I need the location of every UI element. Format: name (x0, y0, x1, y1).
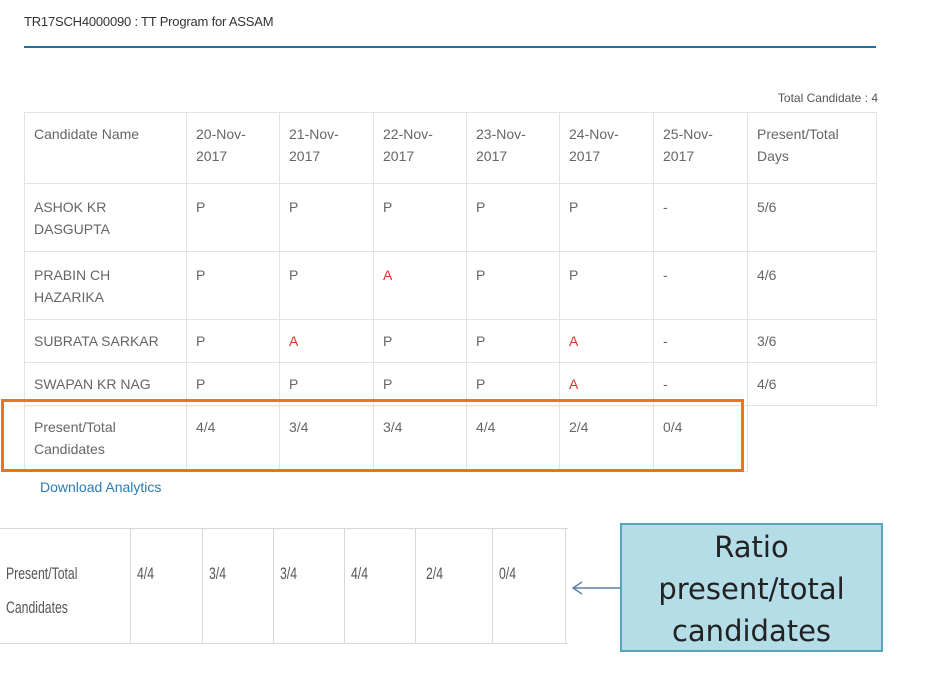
attendance-cell: P (373, 183, 467, 252)
inset-label-line2: Candidates (6, 598, 68, 617)
attendance-table: Candidate Name 20-Nov-2017 21-Nov-2017 2… (24, 112, 877, 472)
present-days-ratio: 3/6 (747, 319, 877, 363)
attendance-cell: P (466, 319, 560, 363)
inset-label-line1: Present/Total (6, 564, 78, 583)
inset-value: 3/4 (274, 529, 345, 643)
present-days-ratio: 4/6 (747, 362, 877, 406)
candidate-name: ASHOK KR DASGUPTA (24, 183, 187, 252)
column-header: 24-Nov-2017 (559, 112, 654, 184)
attendance-cell: P (186, 319, 280, 363)
program-title: TR17SCH4000090 : TT Program for ASSAM (24, 14, 274, 29)
attendance-cell: P (466, 362, 560, 406)
attendance-cell: P (279, 251, 374, 320)
totals-cell: 2/4 (559, 405, 654, 472)
totals-label: Present/Total Candidates (24, 405, 187, 472)
column-header: 21-Nov-2017 (279, 112, 374, 184)
zoomed-totals-inset: Present/Total Candidates 4/4 3/4 3/4 4/4… (0, 528, 568, 644)
totals-cell: 3/4 (279, 405, 374, 472)
attendance-cell: P (559, 183, 654, 252)
empty-cell (748, 406, 877, 472)
totals-cell: 3/4 (373, 405, 467, 472)
callout-line: present/total (658, 572, 845, 606)
present-days-ratio: 5/6 (747, 183, 877, 252)
attendance-cell: P (559, 251, 654, 320)
attendance-cell: A (559, 362, 654, 406)
candidate-name: SUBRATA SARKAR (24, 319, 187, 363)
column-header: Present/Total Days (747, 112, 877, 184)
callout-box: Ratio present/total candidates (620, 523, 883, 652)
attendance-cell: - (653, 251, 748, 320)
attendance-cell: P (186, 251, 280, 320)
attendance-cell: - (653, 319, 748, 363)
inset-value: 4/4 (345, 529, 416, 643)
column-header: 25-Nov-2017 (653, 112, 748, 184)
attendance-cell: P (466, 183, 560, 252)
table-header-row: Candidate Name 20-Nov-2017 21-Nov-2017 2… (24, 112, 877, 184)
left-arrow-icon (571, 581, 620, 595)
attendance-cell: A (279, 319, 374, 363)
totals-cell: 0/4 (653, 405, 748, 472)
attendance-cell: - (653, 183, 748, 252)
download-analytics-link[interactable]: Download Analytics (40, 479, 162, 495)
inset-label: Present/Total Candidates (6, 529, 131, 643)
totals-cell: 4/4 (466, 405, 560, 472)
attendance-cell: A (373, 251, 467, 320)
column-header: 23-Nov-2017 (466, 112, 560, 184)
attendance-cell: P (466, 251, 560, 320)
title-divider (24, 46, 876, 48)
present-days-ratio: 4/6 (747, 251, 877, 320)
column-header: 20-Nov-2017 (186, 112, 280, 184)
inset-value: 2/4 (416, 529, 493, 643)
attendance-cell: - (653, 362, 748, 406)
inset-value: 0/4 (493, 529, 566, 643)
attendance-cell: A (559, 319, 654, 363)
callout-line: candidates (671, 614, 832, 648)
attendance-cell: P (279, 362, 374, 406)
table-row: SWAPAN KR NAG P P P P A - 4/6 (24, 362, 877, 406)
table-row: PRABIN CH HAZARIKA P P A P P - 4/6 (24, 251, 877, 320)
attendance-cell: P (373, 319, 467, 363)
attendance-cell: P (186, 183, 280, 252)
table-row: SUBRATA SARKAR P A P P A - 3/6 (24, 319, 877, 363)
column-header: Candidate Name (24, 112, 187, 184)
callout-line: Ratio (714, 530, 789, 564)
total-candidate-count: Total Candidate : 4 (777, 91, 878, 105)
candidate-name: SWAPAN KR NAG (24, 362, 187, 406)
totals-cell: 4/4 (186, 405, 280, 472)
column-header: 22-Nov-2017 (373, 112, 467, 184)
attendance-cell: P (279, 183, 374, 252)
totals-row: Present/Total Candidates 4/4 3/4 3/4 4/4… (24, 405, 877, 472)
attendance-cell: P (186, 362, 280, 406)
attendance-cell: P (373, 362, 467, 406)
table-row: ASHOK KR DASGUPTA P P P P P - 5/6 (24, 183, 877, 252)
inset-value: 4/4 (131, 529, 203, 643)
candidate-name: PRABIN CH HAZARIKA (24, 251, 187, 320)
inset-value: 3/4 (203, 529, 274, 643)
